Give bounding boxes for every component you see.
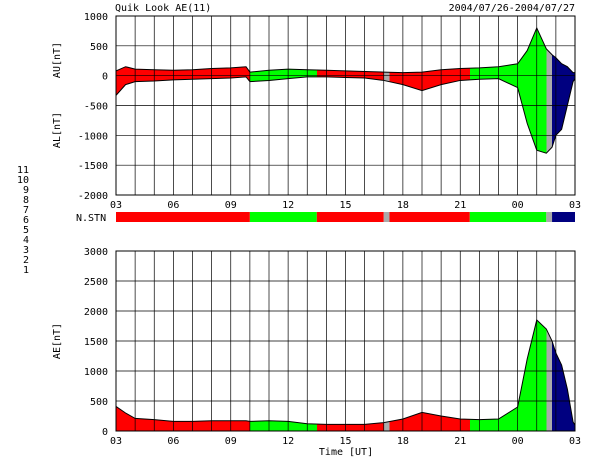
nstn-label: N.STN: [76, 213, 106, 224]
nstn-segment: [383, 212, 390, 222]
y-tick-label: -2000: [78, 191, 108, 202]
x-axis-label: Time [UT]: [319, 447, 373, 458]
x-tick-label: 09: [225, 436, 237, 447]
y-axis-label-ae: AE[nT]: [52, 323, 63, 359]
y-tick-label: 3000: [84, 247, 108, 258]
y-tick-label: -500: [84, 102, 108, 113]
nstn-segment: [546, 212, 553, 222]
nstn-segment: [552, 212, 575, 222]
ae-area: [116, 320, 575, 431]
x-tick-label: 03: [110, 200, 122, 211]
x-tick-label: 15: [339, 436, 351, 447]
x-tick-label: 21: [454, 200, 466, 211]
y-tick-label: 0: [102, 427, 108, 438]
x-tick-label: 18: [397, 200, 409, 211]
x-tick-label: 00: [512, 436, 524, 447]
nstn-segment: [469, 212, 547, 222]
y-axis-label-al: AL[nT]: [52, 112, 63, 148]
legend-station-9: 9: [23, 185, 29, 196]
date-range: 2004/07/26-2004/07/27: [449, 3, 575, 14]
nstn-segment: [389, 212, 470, 222]
legend-station-4: 4: [23, 235, 29, 246]
legend-station-6: 6: [23, 215, 29, 226]
plot-frame: [115, 250, 576, 432]
y-tick-label: 1000: [84, 12, 108, 23]
chart-title: Quik Look AE(11): [115, 3, 211, 14]
nstn-segment: [116, 212, 250, 222]
x-tick-label: 06: [167, 436, 179, 447]
y-tick-label: 1000: [84, 367, 108, 378]
legend-station-1: 1: [23, 265, 29, 276]
au-area: [116, 27, 575, 76]
y-tick-label: 0: [102, 72, 108, 83]
nstn-panel: [116, 212, 575, 222]
x-tick-label: 12: [282, 436, 294, 447]
plot-frame: [115, 15, 576, 196]
legend-station-10: 10: [17, 175, 29, 186]
legend-station-7: 7: [23, 205, 29, 216]
legend-station-2: 2: [23, 255, 29, 266]
x-tick-label: 12: [282, 200, 294, 211]
x-tick-label: 03: [110, 436, 122, 447]
x-tick-label: 09: [225, 200, 237, 211]
x-tick-label: 15: [339, 200, 351, 211]
y-axis-label-au: AU[nT]: [52, 42, 63, 78]
x-tick-label: 00: [512, 200, 524, 211]
x-tick-label: 21: [454, 436, 466, 447]
y-tick-label: 1500: [84, 337, 108, 348]
y-tick-label: 2000: [84, 307, 108, 318]
x-tick-label: 18: [397, 436, 409, 447]
legend-station-8: 8: [23, 195, 29, 206]
y-tick-label: 500: [90, 397, 108, 408]
x-tick-label: 03: [569, 436, 581, 447]
nstn-segment: [249, 212, 317, 222]
legend-station-3: 3: [23, 245, 29, 256]
y-tick-label: -1000: [78, 131, 108, 142]
x-tick-label: 03: [569, 200, 581, 211]
nstn-segment: [316, 212, 384, 222]
legend-station-5: 5: [23, 225, 29, 236]
y-tick-label: -1500: [78, 161, 108, 172]
al-area: [116, 75, 575, 154]
y-tick-label: 2500: [84, 277, 108, 288]
legend-station-11: 11: [17, 165, 29, 176]
y-tick-label: 500: [90, 42, 108, 53]
x-tick-label: 06: [167, 200, 179, 211]
